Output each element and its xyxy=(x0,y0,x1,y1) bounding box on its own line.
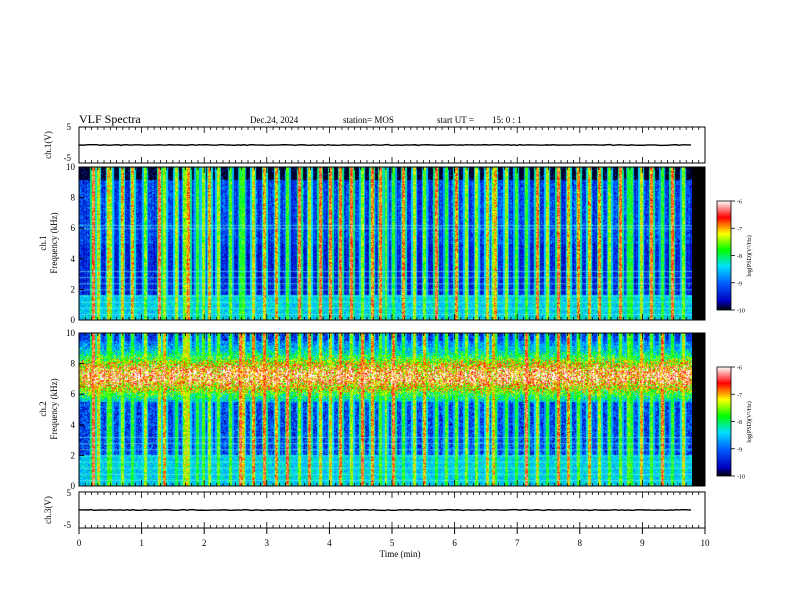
ch1-voltage-panel: 5 -5 ch.1(V) xyxy=(43,122,706,164)
ytick-label: 2 xyxy=(71,284,76,294)
xtick-label: 6 xyxy=(452,538,457,548)
figure-title: VLF Spectra xyxy=(79,112,141,126)
ch2-colorbar-label: log(PSD)(V²/Hz) xyxy=(746,401,753,442)
ch2-ylabel: ch.2 xyxy=(38,401,48,416)
colorbar-tick-label: -6 xyxy=(737,366,742,372)
xtick-label: 10 xyxy=(701,538,711,548)
xtick-label: 7 xyxy=(515,538,520,548)
ch3-voltage-trace xyxy=(78,508,692,512)
ch2-colorbar: -6 -7 -8 -9 -10 log(PSD)(V²/Hz) xyxy=(716,366,753,481)
ch3-voltage-panel: 5 -5 ch.3(V) xyxy=(43,488,706,530)
ch2-colorbar-gradient xyxy=(716,366,732,477)
time-axis: 0 1 2 3 4 5 6 7 8 9 10 xyxy=(77,528,710,548)
ytick-label: 8 xyxy=(71,359,76,369)
colorbar-tick-label: -7 xyxy=(737,393,742,399)
colorbar-tick-label: -7 xyxy=(737,227,742,233)
ch1-colorbar-gradient xyxy=(716,200,732,311)
colorbar-tick-label: -6 xyxy=(737,200,742,206)
colorbar-tick-label: -9 xyxy=(737,281,742,287)
ch1-colorbar: -6 -7 -8 -9 -10 log(PSD)(V²/Hz) xyxy=(716,200,753,315)
ytick-label: 10 xyxy=(66,328,76,338)
colorbar-tick-label: -10 xyxy=(737,309,745,315)
ch1-voltage-ylabel: ch.1(V) xyxy=(43,131,53,159)
xtick-label: 0 xyxy=(77,538,82,548)
ytick-label: 0 xyxy=(71,315,76,325)
ytick-label: 4 xyxy=(71,420,76,430)
ch1-freq-ylabel: Frequency (kHz) xyxy=(49,212,59,273)
xtick-label: 8 xyxy=(578,538,583,548)
ytick-label: 6 xyxy=(71,223,76,233)
ch2-spectrogram-image xyxy=(79,333,692,486)
station-label: station= MOS xyxy=(343,115,394,125)
time-xlabel: Time (min) xyxy=(380,549,421,559)
colorbar-tick-label: -8 xyxy=(737,254,742,260)
xtick-label: 4 xyxy=(327,538,332,548)
voltage-trace-line xyxy=(78,143,692,147)
xtick-label: 2 xyxy=(202,538,207,548)
xtick-label: 5 xyxy=(390,538,395,548)
ch1-voltage-trace xyxy=(78,143,692,147)
ch3-ytick-top: 5 xyxy=(67,488,72,498)
start-time: 15: 0 : 1 xyxy=(492,115,522,125)
ch1-colorbar-label: log(PSD)(V²/Hz) xyxy=(746,235,753,276)
xtick-label: 3 xyxy=(265,538,270,548)
ch1-ytick-bottom: -5 xyxy=(64,153,72,163)
colorbar-tick-label: -10 xyxy=(737,475,745,481)
start-label: start UT = xyxy=(437,115,474,125)
xtick-label: 9 xyxy=(640,538,645,548)
ytick-label: 0 xyxy=(71,481,76,491)
voltage-trace-line xyxy=(78,508,692,512)
ytick-label: 6 xyxy=(71,389,76,399)
date-label: Dec.24, 2024 xyxy=(250,115,299,125)
ch1-ylabel: ch.1 xyxy=(38,235,48,250)
ch1-spectrogram-image xyxy=(79,167,692,320)
xtick-label: 1 xyxy=(139,538,144,548)
ch3-ytick-bottom: -5 xyxy=(64,520,72,530)
ytick-label: 10 xyxy=(66,162,76,172)
ch1-ytick-top: 5 xyxy=(67,122,72,132)
ytick-label: 2 xyxy=(71,450,76,460)
panel-time-ticks xyxy=(78,127,706,528)
ch1-spectrogram-panel: 0 2 4 6 8 10 ch.1 Frequency (kHz) xyxy=(38,162,706,325)
ch3-voltage-ylabel: ch.3(V) xyxy=(43,496,53,524)
colorbar-tick-label: -8 xyxy=(737,420,742,426)
ch2-freq-ylabel: Frequency (kHz) xyxy=(49,378,59,439)
ytick-label: 8 xyxy=(71,193,76,203)
ch2-spectrogram-panel: 0 2 4 6 8 10 ch.2 Frequency (kHz) xyxy=(38,328,706,491)
colorbar-tick-label: -9 xyxy=(737,447,742,453)
ytick-label: 4 xyxy=(71,254,76,264)
